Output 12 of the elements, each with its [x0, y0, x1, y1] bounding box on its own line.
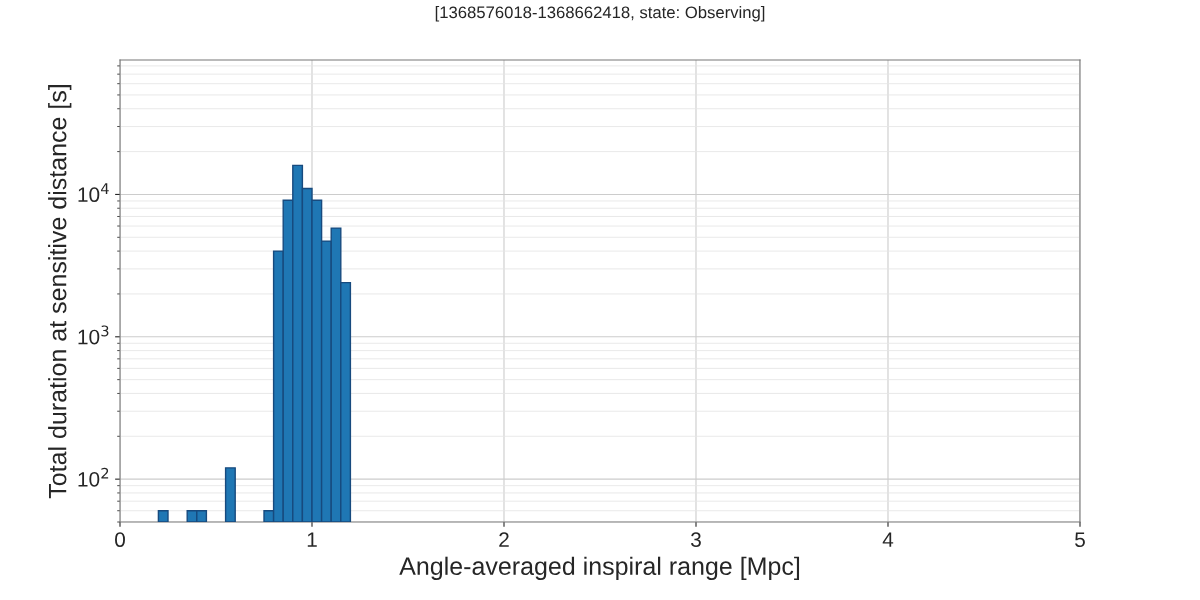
x-tick-label: 4	[882, 532, 894, 547]
x-axis-title: Angle-averaged inspiral range [Mpc]	[399, 556, 800, 580]
y-tick-label: 10$^{3}$	[78, 325, 109, 345]
y-tick-label: 10$^{2}$	[78, 467, 109, 487]
y-tick-label: 10$^{4}$	[78, 183, 109, 203]
chart-title: [1368576018-1368662418, state: Observing]	[435, 6, 765, 22]
y-axis-title: Total duration at sensitive distance [s]	[48, 85, 72, 499]
x-tick-label: 1	[307, 532, 317, 547]
x-tick-label: 2	[499, 532, 509, 547]
x-tick-label: 3	[691, 532, 701, 548]
x-tick-label: 0	[115, 532, 125, 548]
x-tick-label: 5	[1075, 532, 1085, 548]
